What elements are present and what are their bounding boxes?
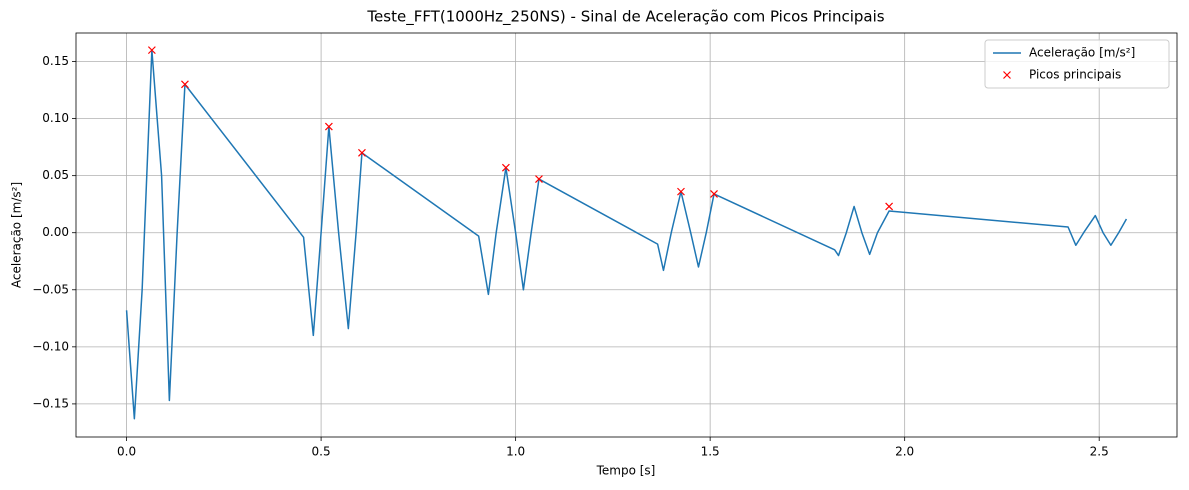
legend-marker xyxy=(1003,71,1011,79)
y-tick-label: 0.10 xyxy=(42,111,69,125)
y-tick-label: −0.05 xyxy=(32,282,69,296)
peak-marker xyxy=(677,187,685,196)
x-tick-label: 0.5 xyxy=(312,445,331,459)
x-tick-label: 0.0 xyxy=(117,445,136,459)
y-tick-label: 0.05 xyxy=(42,168,69,182)
peak-marker xyxy=(710,189,718,198)
y-tick-label: 0.15 xyxy=(42,54,69,68)
x-tick-label: 1.0 xyxy=(506,445,525,459)
peak-marker xyxy=(535,175,543,184)
line xyxy=(125,49,1128,420)
y-axis-label: Aceleração [m/s²] xyxy=(10,182,24,288)
peak-marker xyxy=(501,163,510,172)
plot-frame xyxy=(75,32,1178,438)
y-tick-label: −0.15 xyxy=(32,396,69,410)
legend-label: Aceleração [m/s²] xyxy=(1029,46,1135,60)
peak-marker xyxy=(324,122,333,131)
peak-marker xyxy=(147,46,156,55)
y-tick-label: −0.10 xyxy=(32,339,69,353)
legend-box xyxy=(984,39,1170,89)
x-tick-label: 2.5 xyxy=(1090,445,1109,459)
peak-marker xyxy=(885,202,894,211)
x-tick-label: 2.0 xyxy=(895,445,914,459)
legend-label: Picos principais xyxy=(1029,68,1121,82)
y-tick-label: 0.00 xyxy=(42,225,69,239)
chart-title: Teste_FFT(1000Hz_250NS) - Sinal de Acele… xyxy=(366,8,884,27)
peak-marker xyxy=(358,148,366,157)
x-tick-label: 1.5 xyxy=(701,445,720,459)
x-axis-label: Tempo [s] xyxy=(596,464,656,478)
peak-marker xyxy=(181,80,189,89)
